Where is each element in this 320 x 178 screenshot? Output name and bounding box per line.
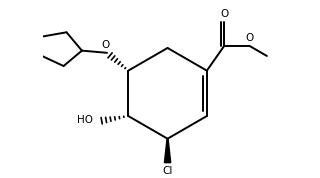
Text: O: O [102,40,110,50]
Text: Cl: Cl [162,166,173,176]
Polygon shape [164,139,171,163]
Text: O: O [220,9,228,19]
Text: HO: HO [77,115,93,125]
Text: O: O [245,33,253,43]
